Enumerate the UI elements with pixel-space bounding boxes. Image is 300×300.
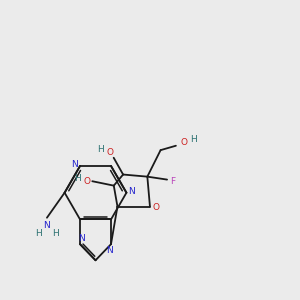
Text: H: H xyxy=(35,229,42,238)
Text: N: N xyxy=(71,160,78,169)
Text: N: N xyxy=(44,220,50,230)
Text: O: O xyxy=(180,138,187,147)
Text: O: O xyxy=(84,177,91,186)
Text: O: O xyxy=(106,148,113,157)
Text: H: H xyxy=(74,174,81,183)
Text: H: H xyxy=(97,145,104,154)
Text: F: F xyxy=(170,177,175,186)
Text: N: N xyxy=(128,187,135,196)
Text: N: N xyxy=(106,246,113,255)
Text: O: O xyxy=(153,203,160,212)
Text: H: H xyxy=(190,135,197,144)
Text: N: N xyxy=(78,234,85,243)
Text: H: H xyxy=(52,229,59,238)
